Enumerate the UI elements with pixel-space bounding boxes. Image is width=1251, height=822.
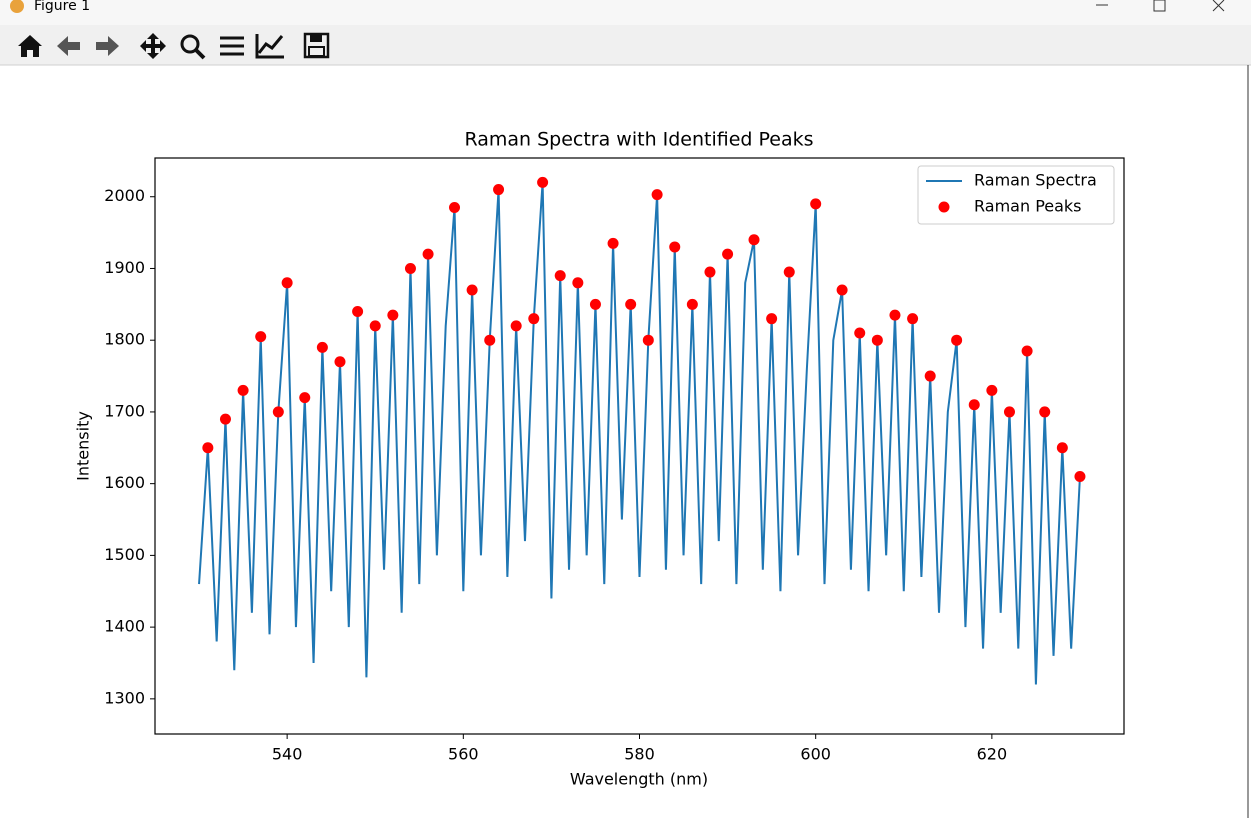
peak-point [1003,406,1015,418]
edit-axis-button[interactable] [255,34,284,59]
close-button[interactable] [1212,0,1225,12]
x-tick-label: 560 [448,745,479,764]
configure-button[interactable] [220,36,244,56]
toolbar [0,25,1251,65]
peak-point [466,284,478,296]
peak-point [889,309,901,321]
peak-point [449,201,461,213]
peak-point [334,356,346,368]
legend-marker [938,201,950,213]
app-icon [10,0,24,13]
plot-area [155,158,1124,734]
y-tick-label: 1300 [104,688,145,707]
peak-point [202,442,214,454]
peak-point [510,320,522,332]
axes-frame [154,157,1125,735]
peak-point [1021,345,1033,357]
save-button[interactable] [303,32,330,59]
legend-label: Raman Peaks [974,197,1082,216]
peak-point [369,320,381,332]
peak-point [554,270,566,282]
y-tick-label: 1400 [104,617,145,636]
chart-title: Raman Spectra with Identified Peaks [464,129,813,151]
peak-point [272,406,284,418]
x-tick-label: 620 [977,745,1008,764]
y-tick-label: 1700 [104,401,145,420]
peak-point [924,370,936,382]
x-tick-label: 600 [800,745,831,764]
peak-point [255,331,267,343]
forward-button[interactable] [96,36,119,56]
pan-button[interactable] [140,33,166,59]
peak-point [484,334,496,346]
peak-point [537,176,549,188]
peak-point [907,313,919,325]
peak-point [722,248,734,260]
y-axis-label: Intensity [74,411,93,481]
zoom-button[interactable] [180,34,206,60]
peak-point [1039,406,1051,418]
spectrum-line [198,182,1081,685]
window-title: Figure 1 [34,0,90,14]
peak-point [528,313,540,325]
peak-point [1056,442,1068,454]
peak-point [642,334,654,346]
peak-point [871,334,883,346]
peak-point [352,306,364,318]
peak-point [968,399,980,411]
x-tick-label: 540 [272,745,303,764]
peak-point [836,284,848,296]
y-tick-label: 1600 [104,473,145,492]
peak-point [387,309,399,321]
peak-point [219,413,231,425]
peak-point [766,313,778,325]
peak-point [669,241,681,253]
y-tick-label: 1800 [104,330,145,349]
peak-point [625,298,637,310]
maximize-button[interactable] [1153,0,1166,12]
legend-box [917,165,1115,225]
peak-point [589,298,601,310]
home-button[interactable] [18,35,42,57]
peak-point [422,248,434,260]
x-tick-label: 580 [624,745,655,764]
x-axis-label: Wavelength (nm) [570,770,708,789]
peak-point [748,234,760,246]
peak-point [1074,470,1086,482]
peak-point [281,277,293,289]
peak-point [810,198,822,210]
y-tick-label: 1500 [104,545,145,564]
peak-point [686,298,698,310]
back-button[interactable] [57,36,80,56]
peak-point [316,341,328,353]
peak-point [299,392,311,404]
legend-label: Raman Spectra [974,171,1097,190]
peak-point [651,189,663,201]
peak-point [951,334,963,346]
y-tick-label: 1900 [104,258,145,277]
peak-point [854,327,866,339]
peak-point [572,277,584,289]
plot-marks [198,176,1086,685]
peak-point [493,184,505,196]
peak-point [404,262,416,274]
y-tick-label: 2000 [104,186,145,205]
peak-point [704,266,716,278]
peak-point [607,237,619,249]
peak-point [986,384,998,396]
peak-point [237,384,249,396]
title-bar [0,0,1251,25]
peak-point [783,266,795,278]
